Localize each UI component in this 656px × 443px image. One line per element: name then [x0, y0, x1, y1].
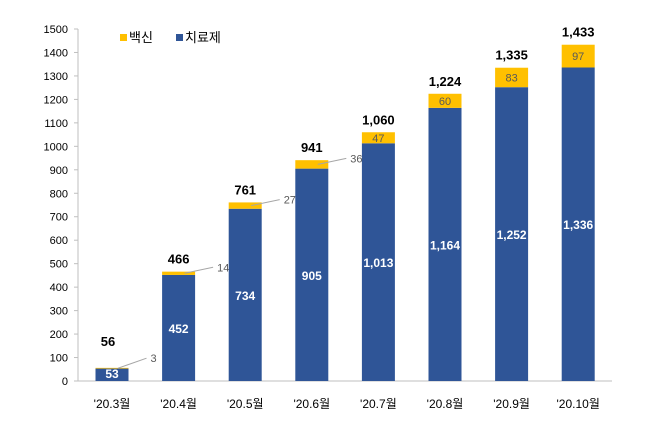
x-tick-label: '20.6월	[293, 397, 330, 411]
y-tick-label: 1500	[44, 24, 68, 36]
bar-백신	[561, 44, 595, 68]
x-tick-label: '20.3월	[94, 397, 131, 411]
bar-치료제	[228, 208, 262, 381]
bar-치료제	[162, 274, 196, 381]
data-label-백신: 47	[372, 133, 384, 145]
leader-line	[317, 157, 347, 165]
data-label-치료제: 1,013	[363, 256, 393, 270]
leader-line	[251, 199, 280, 207]
leader-line	[117, 357, 147, 369]
legend-swatch-치료제	[176, 34, 183, 41]
y-tick-label: 700	[50, 212, 68, 224]
bar-치료제	[561, 67, 595, 381]
y-tick-label: 600	[50, 235, 68, 247]
data-label-치료제: 452	[169, 322, 189, 336]
data-label-백신: 83	[505, 72, 517, 84]
data-label-치료제: 734	[235, 289, 255, 303]
legend-label-치료제: 치료제	[185, 30, 221, 45]
y-tick-label: 200	[50, 329, 68, 341]
x-tick-label: '20.10월	[557, 397, 600, 411]
y-tick-label: 1400	[44, 47, 68, 59]
data-label-백신: 97	[572, 51, 584, 63]
data-label-백신: 27	[284, 195, 296, 207]
bar-치료제	[295, 168, 329, 381]
total-label: 941	[301, 140, 323, 155]
x-tick-label: '20.5월	[227, 397, 264, 411]
y-tick-label: 1100	[44, 118, 68, 130]
data-label-백신: 60	[439, 96, 451, 108]
data-label-치료제: 1,164	[430, 238, 460, 252]
bar-백신	[495, 67, 529, 88]
data-label-백신: 3	[151, 353, 157, 365]
y-tick-label: 100	[50, 353, 68, 365]
bar-백신	[228, 202, 262, 209]
x-tick-label: '20.9월	[493, 397, 530, 411]
legend-label-백신: 백신	[129, 30, 153, 45]
y-tick-label: 1200	[44, 94, 68, 106]
data-label-치료제: 53	[105, 367, 119, 381]
bar-백신	[295, 160, 329, 169]
data-label-백신: 36	[350, 153, 362, 165]
x-tick-label: '20.7월	[360, 397, 397, 411]
bar-치료제	[95, 368, 129, 381]
bar-백신	[361, 132, 395, 144]
data-label-치료제: 1,252	[497, 228, 527, 242]
total-label: 761	[234, 182, 256, 197]
bar-백신	[162, 271, 196, 275]
bar-치료제	[361, 143, 395, 381]
data-label-치료제: 905	[302, 269, 322, 283]
y-tick-label: 300	[50, 306, 68, 318]
y-tick-label: 1300	[44, 71, 68, 83]
total-label: 1,224	[429, 74, 462, 89]
y-tick-label: 800	[50, 188, 68, 200]
bar-치료제	[428, 107, 462, 382]
y-tick-label: 900	[50, 165, 68, 177]
y-tick-label: 0	[62, 376, 68, 388]
y-tick-label: 500	[50, 259, 68, 271]
total-label: 56	[101, 334, 115, 349]
leader-line	[184, 266, 214, 274]
total-label: 466	[168, 252, 190, 267]
total-label: 1,335	[495, 48, 528, 63]
bar-백신	[95, 367, 129, 369]
legend-swatch-백신	[120, 34, 127, 41]
total-label: 1,433	[562, 25, 595, 40]
x-tick-label: '20.4월	[160, 397, 197, 411]
total-label: 1,060	[362, 112, 395, 127]
y-tick-label: 400	[50, 282, 68, 294]
x-tick-label: '20.8월	[427, 397, 464, 411]
data-label-백신: 14	[217, 262, 229, 274]
bar-백신	[428, 93, 462, 108]
bar-치료제	[495, 87, 529, 382]
data-label-치료제: 1,336	[563, 218, 593, 232]
y-tick-label: 1000	[44, 141, 68, 153]
